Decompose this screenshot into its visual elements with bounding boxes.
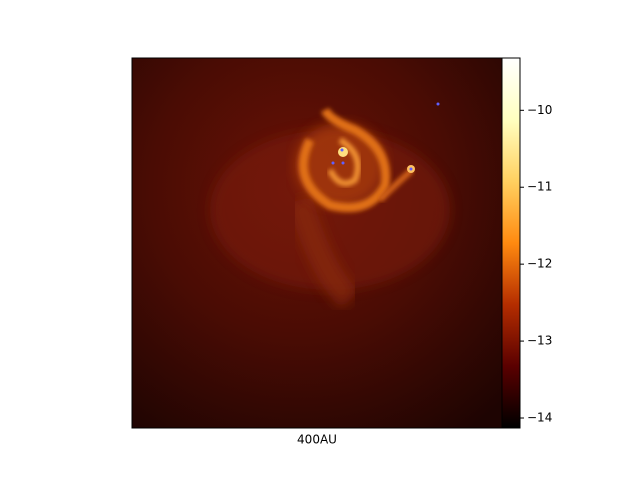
- x-label: 400AU: [297, 433, 337, 447]
- colorbar: [501, 57, 521, 429]
- colorbar-tick-label: −10: [527, 103, 552, 117]
- colorbar-tick-label: −12: [527, 257, 552, 271]
- colorbar-tick-label: −11: [527, 180, 552, 194]
- colorbar-tick-label: −13: [527, 334, 552, 348]
- colorbar-tick-label: −14: [527, 411, 552, 425]
- density-image: [131, 57, 503, 429]
